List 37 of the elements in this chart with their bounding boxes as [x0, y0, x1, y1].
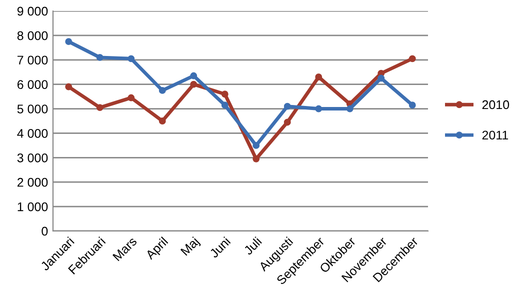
- point: [346, 105, 354, 112]
- y-tick-label: 3 000: [17, 153, 48, 162]
- point: [284, 118, 291, 126]
- point: [221, 90, 228, 98]
- y-tick-label: 5 000: [17, 104, 48, 114]
- point: [158, 118, 166, 124]
- point: [65, 38, 72, 46]
- y-tick-label: 4 000: [17, 129, 48, 138]
- x-tick-label: Maj: [180, 236, 202, 258]
- y-tick-label: 2 000: [17, 178, 48, 187]
- y-tick-label: 7 000: [18, 56, 48, 65]
- point: [128, 94, 135, 102]
- y-tick-label: 6 000: [17, 80, 48, 89]
- legend-label: 2010: [482, 100, 510, 110]
- point: [252, 142, 260, 149]
- point: [221, 102, 228, 109]
- x-tick-label: Juni: [208, 236, 231, 258]
- point: [284, 102, 291, 110]
- point: [315, 74, 322, 80]
- legend-label: 2011: [482, 130, 508, 140]
- x-tick-label: Juli: [243, 236, 262, 256]
- point: [96, 54, 104, 61]
- point: [65, 83, 72, 90]
- point: [252, 155, 260, 162]
- y-tick-label: 8 000: [17, 31, 48, 40]
- point: [128, 55, 135, 62]
- point: [378, 74, 385, 82]
- point: [315, 105, 322, 112]
- y-tick-label: 0: [42, 226, 48, 236]
- point: [96, 104, 104, 112]
- point: [190, 72, 198, 80]
- point: [190, 80, 198, 88]
- y-tick-label: 1 000: [18, 202, 48, 212]
- point: [158, 86, 166, 94]
- point: [408, 55, 416, 62]
- point: [408, 102, 416, 109]
- y-tick-label: 9 000: [17, 6, 48, 16]
